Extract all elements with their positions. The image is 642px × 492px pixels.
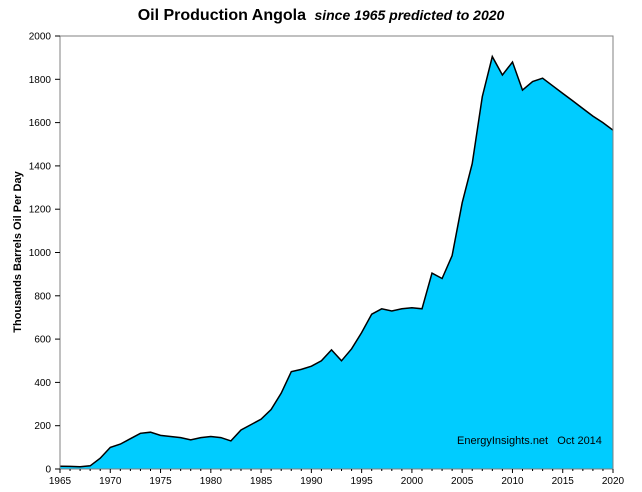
y-tick-label: 1600 bbox=[29, 118, 52, 129]
chart-title-main: Oil Production Angola bbox=[137, 7, 306, 24]
chart-title: Oil Production Angola since 1965 predict… bbox=[0, 7, 642, 25]
y-tick-label: 2000 bbox=[29, 32, 52, 43]
y-tick-label: 1200 bbox=[29, 205, 52, 216]
x-tick-label: 1970 bbox=[99, 476, 122, 487]
x-tick-label: 1980 bbox=[200, 476, 223, 487]
y-tick-label: 1000 bbox=[29, 248, 52, 259]
x-tick-label: 2005 bbox=[451, 476, 474, 487]
y-tick-label: 0 bbox=[45, 465, 51, 476]
x-tick-label: 2000 bbox=[401, 476, 424, 487]
x-tick-label: 1975 bbox=[149, 476, 172, 487]
y-tick-label: 1400 bbox=[29, 161, 52, 172]
production-area bbox=[60, 56, 613, 469]
y-tick-label: 600 bbox=[34, 335, 51, 346]
y-axis: 0 200 400 600 800 1000 1200 1400 1600 1800 2000 bbox=[29, 32, 60, 476]
x-tick-label: 2015 bbox=[552, 476, 575, 487]
y-tick-label: 1800 bbox=[29, 75, 52, 86]
x-tick-label: 1995 bbox=[351, 476, 374, 487]
y-tick-label: 400 bbox=[34, 378, 51, 389]
x-tick-label: 1985 bbox=[250, 476, 273, 487]
x-tick-label: 1965 bbox=[49, 476, 72, 487]
y-tick-label: 200 bbox=[34, 421, 51, 432]
production-line bbox=[59, 54, 614, 468]
x-axis: 1965 1970 1975 1980 1985 1990 1995 2000 2005 2010… bbox=[49, 469, 625, 487]
x-tick-label: 2020 bbox=[602, 476, 625, 487]
source-annotation: EnergyInsights.net Oct 2014 bbox=[457, 435, 602, 447]
y-tick-label: 800 bbox=[34, 291, 51, 302]
chart-subtitle: since 1965 predicted to 2020 bbox=[314, 7, 505, 23]
x-tick-label: 2010 bbox=[501, 476, 524, 487]
x-tick-label: 1990 bbox=[300, 476, 323, 487]
y-axis-title: Thousands Barrels Oil Per Day bbox=[12, 170, 24, 332]
